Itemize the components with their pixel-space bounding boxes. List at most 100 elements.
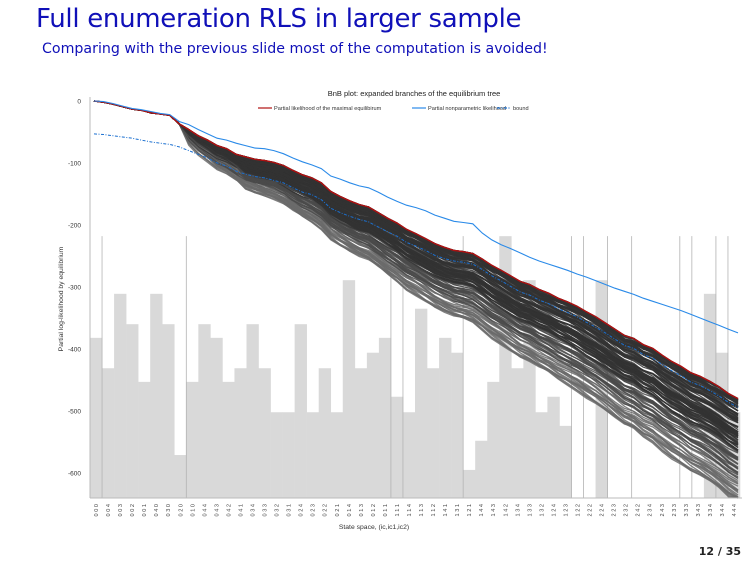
background-bar <box>475 440 488 498</box>
x-tick-label: 0 0 2 <box>130 504 136 516</box>
max-equilibrium-line <box>93 100 739 400</box>
x-tick-label: 1 2 1 <box>467 504 473 516</box>
slide-subtitle: Comparing with the previous slide most o… <box>42 41 548 57</box>
y-tick-label: -300 <box>68 285 81 292</box>
x-tick-label: 2 3 3 <box>672 504 678 516</box>
y-tick-label: -200 <box>68 223 81 230</box>
x-tick-label: 1 3 3 <box>527 504 533 516</box>
x-tick-label: 0 3 0 <box>166 504 172 516</box>
background-bar <box>366 352 380 498</box>
x-tick-label: 1 2 3 <box>564 504 570 516</box>
background-bar <box>511 368 524 498</box>
x-tick-label: 1 2 4 <box>551 504 557 516</box>
x-tick-label: 3 4 4 <box>720 504 726 516</box>
bound-line <box>93 133 739 408</box>
x-tick-label: 2 2 2 <box>588 504 594 516</box>
x-tick-label: 1 1 3 <box>419 504 425 516</box>
x-tick-label: 0 0 3 <box>118 504 124 516</box>
background-bar <box>354 368 368 498</box>
x-tick-label: 0 1 3 <box>359 504 365 516</box>
background-bar <box>222 381 235 498</box>
y-tick-label: 0 <box>77 99 81 106</box>
x-tick-label: 2 2 3 <box>612 504 618 516</box>
background-bar <box>415 308 428 498</box>
background-bar <box>547 396 560 498</box>
x-tick-label: 0 3 2 <box>275 504 281 516</box>
x-tick-label: 0 2 1 <box>335 504 341 516</box>
x-tick-label: 0 0 0 <box>94 504 100 516</box>
x-tick-label: 3 3 3 <box>684 504 690 516</box>
x-tick-label: 3 3 4 <box>708 504 714 516</box>
x-tick-label: 0 4 1 <box>239 504 245 516</box>
x-tick-label: 0 2 4 <box>299 504 305 516</box>
y-tick-label: -500 <box>68 409 81 416</box>
background-bar <box>90 337 103 498</box>
background-bar <box>258 368 271 498</box>
background-bar <box>282 412 295 498</box>
x-tick-label: 0 3 3 <box>263 504 269 516</box>
y-tick-label: -400 <box>68 347 81 354</box>
x-tick-label: 0 1 0 <box>190 504 196 516</box>
x-tick-label: 1 4 4 <box>479 504 485 516</box>
x-tick-label: 0 4 4 <box>202 504 208 516</box>
background-bar <box>330 412 344 498</box>
background-bar <box>306 412 320 498</box>
x-tick-label: 0 1 1 <box>383 504 389 516</box>
x-tick-label: 0 2 0 <box>178 504 184 516</box>
background-bar <box>535 412 548 498</box>
series-lines <box>93 100 739 408</box>
x-tick-label: 0 2 2 <box>323 504 329 516</box>
x-tick-label: 1 3 4 <box>515 504 521 516</box>
x-tick-label: 1 1 2 <box>431 504 437 516</box>
chart-title: BnB plot: expanded branches of the equil… <box>328 89 501 98</box>
background-bar <box>150 293 163 498</box>
background-bar <box>463 469 476 498</box>
background-bar <box>210 337 223 498</box>
x-tick-label: 2 3 4 <box>648 504 654 516</box>
background-bar <box>318 368 332 498</box>
x-tick-label: 1 4 2 <box>503 504 509 516</box>
y-tick-label: -600 <box>68 471 81 478</box>
legend-label: Partial nonparametric likelihood <box>428 106 506 112</box>
branch-line <box>93 100 739 470</box>
legend-label: Partial likelihood of the maximal equili… <box>274 106 382 112</box>
x-axis-label: State space, (ic,ic1,ic2) <box>339 524 409 531</box>
x-tick-label: 0 1 4 <box>347 504 353 516</box>
background-bar <box>246 324 259 498</box>
branch-line <box>93 100 739 401</box>
background-bar <box>138 381 151 498</box>
x-tick-label: 0 4 0 <box>154 504 160 516</box>
background-bar <box>102 368 115 498</box>
x-tick-labels: 0 0 0 0 0 4 0 0 3 0 0 2 0 0 1 0 4 0 0 3 0 0 2 0… <box>94 504 738 516</box>
background-bar <box>162 324 175 498</box>
background-bar <box>402 412 416 498</box>
x-tick-label: 0 3 4 <box>251 504 257 516</box>
background-bar <box>294 324 307 498</box>
branch-line <box>93 100 739 485</box>
x-tick-label: 1 3 1 <box>455 504 461 516</box>
x-tick-label: 0 0 4 <box>106 504 112 516</box>
x-tick-label: 1 2 2 <box>576 504 582 516</box>
branch-line <box>93 100 739 433</box>
x-tick-label: 1 4 3 <box>491 504 497 516</box>
slide-title: Full enumeration RLS in larger sample <box>36 4 522 34</box>
nonparametric-line <box>93 100 739 334</box>
branch-line <box>93 100 739 480</box>
x-tick-label: 0 3 1 <box>287 504 293 516</box>
background-bar <box>126 324 139 498</box>
x-tick-label: 4 4 4 <box>732 504 738 516</box>
x-tick-label: 1 1 1 <box>395 504 401 516</box>
legend-label: bound <box>513 106 529 112</box>
background-bar <box>427 368 440 498</box>
page-number: 12 / 35 <box>698 545 741 558</box>
x-tick-label: 2 4 2 <box>636 504 642 516</box>
x-tick-label: 1 1 4 <box>407 504 413 516</box>
x-tick-label: 0 4 2 <box>226 504 232 516</box>
x-tick-label: 0 2 3 <box>311 504 317 516</box>
axes <box>89 97 742 499</box>
x-tick-label: 1 4 1 <box>443 504 449 516</box>
background-bar <box>114 293 127 498</box>
background-bar <box>451 352 464 498</box>
x-tick-label: 2 2 4 <box>600 504 606 516</box>
